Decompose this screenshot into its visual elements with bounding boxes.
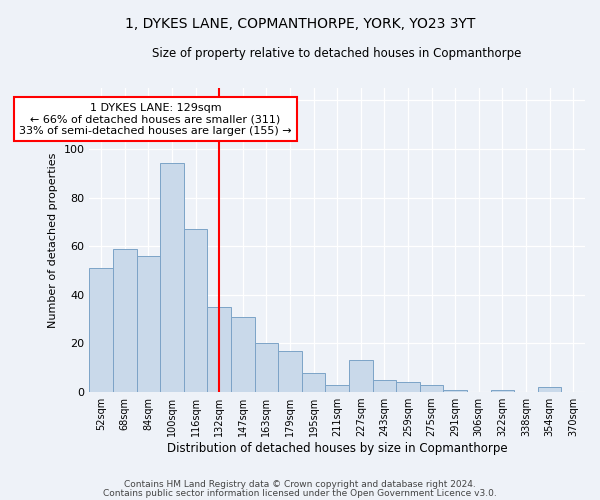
Text: Contains HM Land Registry data © Crown copyright and database right 2024.: Contains HM Land Registry data © Crown c… [124, 480, 476, 489]
Bar [278, 350, 302, 392]
Text: 1, DYKES LANE, COPMANTHORPE, YORK, YO23 3YT: 1, DYKES LANE, COPMANTHORPE, YORK, YO23 … [125, 18, 475, 32]
Y-axis label: Number of detached properties: Number of detached properties [48, 152, 58, 328]
Bar [325, 385, 349, 392]
Bar [396, 382, 420, 392]
Bar [373, 380, 396, 392]
Text: 1 DYKES LANE: 129sqm
← 66% of detached houses are smaller (311)
33% of semi-deta: 1 DYKES LANE: 129sqm ← 66% of detached h… [19, 102, 292, 136]
Bar [491, 390, 514, 392]
Bar [208, 307, 231, 392]
Bar [349, 360, 373, 392]
Bar [254, 344, 278, 392]
Bar [160, 164, 184, 392]
Bar [538, 387, 562, 392]
Bar [302, 372, 325, 392]
Bar [137, 256, 160, 392]
Bar [89, 268, 113, 392]
X-axis label: Distribution of detached houses by size in Copmanthorpe: Distribution of detached houses by size … [167, 442, 508, 455]
Bar [443, 390, 467, 392]
Bar [420, 385, 443, 392]
Bar [231, 316, 254, 392]
Text: Contains public sector information licensed under the Open Government Licence v3: Contains public sector information licen… [103, 490, 497, 498]
Bar [113, 248, 137, 392]
Title: Size of property relative to detached houses in Copmanthorpe: Size of property relative to detached ho… [152, 48, 522, 60]
Bar [184, 229, 208, 392]
